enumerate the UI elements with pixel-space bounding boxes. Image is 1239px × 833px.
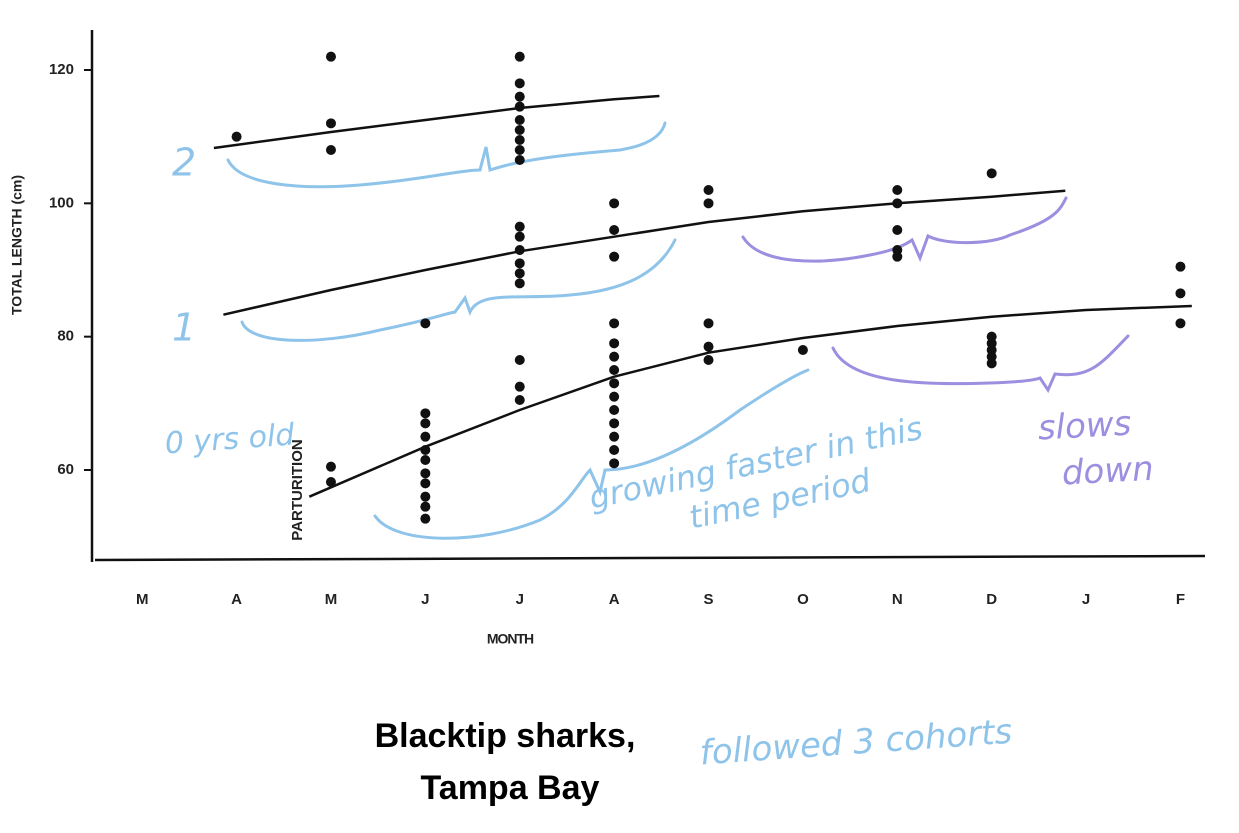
data-point (514, 135, 525, 145)
x-tick-label: J (516, 591, 524, 608)
data-point (986, 168, 997, 179)
data-point (420, 408, 431, 419)
data-point (609, 378, 620, 389)
data-point (514, 91, 525, 102)
data-point (420, 468, 431, 479)
bracket (831, 334, 1130, 394)
handwritten-note: 0 yrs old (164, 417, 297, 461)
data-point (420, 513, 431, 524)
data-point (514, 155, 525, 165)
data-point (514, 115, 525, 125)
growth-curve (308, 304, 1192, 498)
handwritten-note: down (1061, 449, 1155, 494)
data-point (420, 431, 431, 442)
x-tick-label: J (1082, 591, 1090, 608)
data-point (514, 258, 525, 269)
x-tick-label: M (325, 591, 338, 608)
data-point (609, 225, 620, 235)
data-point (325, 51, 336, 62)
data-point (420, 418, 431, 429)
data-point (1175, 288, 1186, 299)
data-point (609, 251, 620, 262)
data-point (609, 405, 620, 415)
data-point (325, 461, 336, 472)
handwritten-note: slows (1037, 404, 1132, 449)
data-point (1175, 261, 1186, 272)
brackets (226, 121, 1130, 540)
data-point (514, 51, 525, 62)
x-tick-label: A (231, 591, 242, 608)
chart-title: Tampa Bay (421, 769, 600, 807)
bracket (226, 121, 667, 189)
data-point (1175, 318, 1186, 329)
data-point (609, 445, 620, 455)
bracket (373, 368, 810, 540)
x-tick-label: J (421, 591, 429, 608)
y-tick-label: 120 (49, 61, 74, 78)
data-point (514, 381, 525, 392)
data-point (514, 395, 525, 405)
data-point (420, 318, 431, 329)
data-point (420, 455, 431, 465)
data-point (797, 345, 808, 355)
y-tick-label: 60 (57, 461, 74, 478)
handwritten-note: followed 3 cohorts (699, 712, 1014, 774)
data-point (986, 358, 997, 369)
bracket (741, 196, 1068, 263)
data-point (514, 145, 525, 155)
x-tick-label: O (797, 591, 809, 608)
growth-curve (213, 94, 660, 150)
data-point (325, 477, 336, 487)
data-point (703, 198, 714, 209)
data-point (703, 355, 714, 365)
data-point (609, 365, 620, 375)
data-point (609, 318, 620, 329)
data-point (514, 231, 525, 242)
data-point (609, 431, 620, 442)
data-point (609, 338, 620, 349)
x-axis-title: MONTH (487, 631, 534, 647)
data-point (514, 125, 525, 135)
data-point (325, 145, 336, 155)
data-point (703, 318, 714, 329)
y-tick-label: 80 (57, 328, 74, 345)
data-point (514, 78, 525, 89)
data-point (514, 221, 525, 232)
data-point (609, 198, 620, 209)
y-axis-title: TOTAL LENGTH (cm) (9, 175, 25, 315)
bracket (240, 238, 677, 342)
data-point (703, 341, 714, 352)
x-tick-label: F (1176, 591, 1185, 608)
data-point (514, 278, 525, 289)
data-point (609, 391, 620, 402)
data-point (892, 185, 903, 195)
data-point (231, 131, 242, 142)
chart-title: Blacktip sharks, (375, 717, 636, 755)
data-point (703, 185, 714, 195)
data-point (609, 458, 620, 469)
data-point (609, 351, 620, 362)
data-point (325, 118, 336, 129)
x-axis (94, 554, 1206, 562)
y-tick-label: 100 (49, 194, 74, 211)
handwritten-note: 1 (172, 306, 196, 350)
growth-curve (223, 189, 1066, 316)
data-point (892, 251, 903, 262)
x-tick-label: N (892, 591, 903, 608)
data-point (420, 501, 431, 512)
data-point (514, 268, 525, 279)
x-tick-label: M (136, 591, 149, 608)
data-point (609, 418, 620, 429)
data-point (892, 225, 903, 235)
x-tick-label: D (986, 591, 997, 608)
handwritten-note: 2 (172, 141, 196, 185)
parturition-label: PARTURITION (289, 439, 306, 540)
x-tick-label: A (609, 591, 620, 608)
data-point (514, 355, 525, 365)
x-tick-label: S (704, 591, 714, 608)
data-point (420, 478, 431, 489)
data-point (420, 491, 431, 502)
